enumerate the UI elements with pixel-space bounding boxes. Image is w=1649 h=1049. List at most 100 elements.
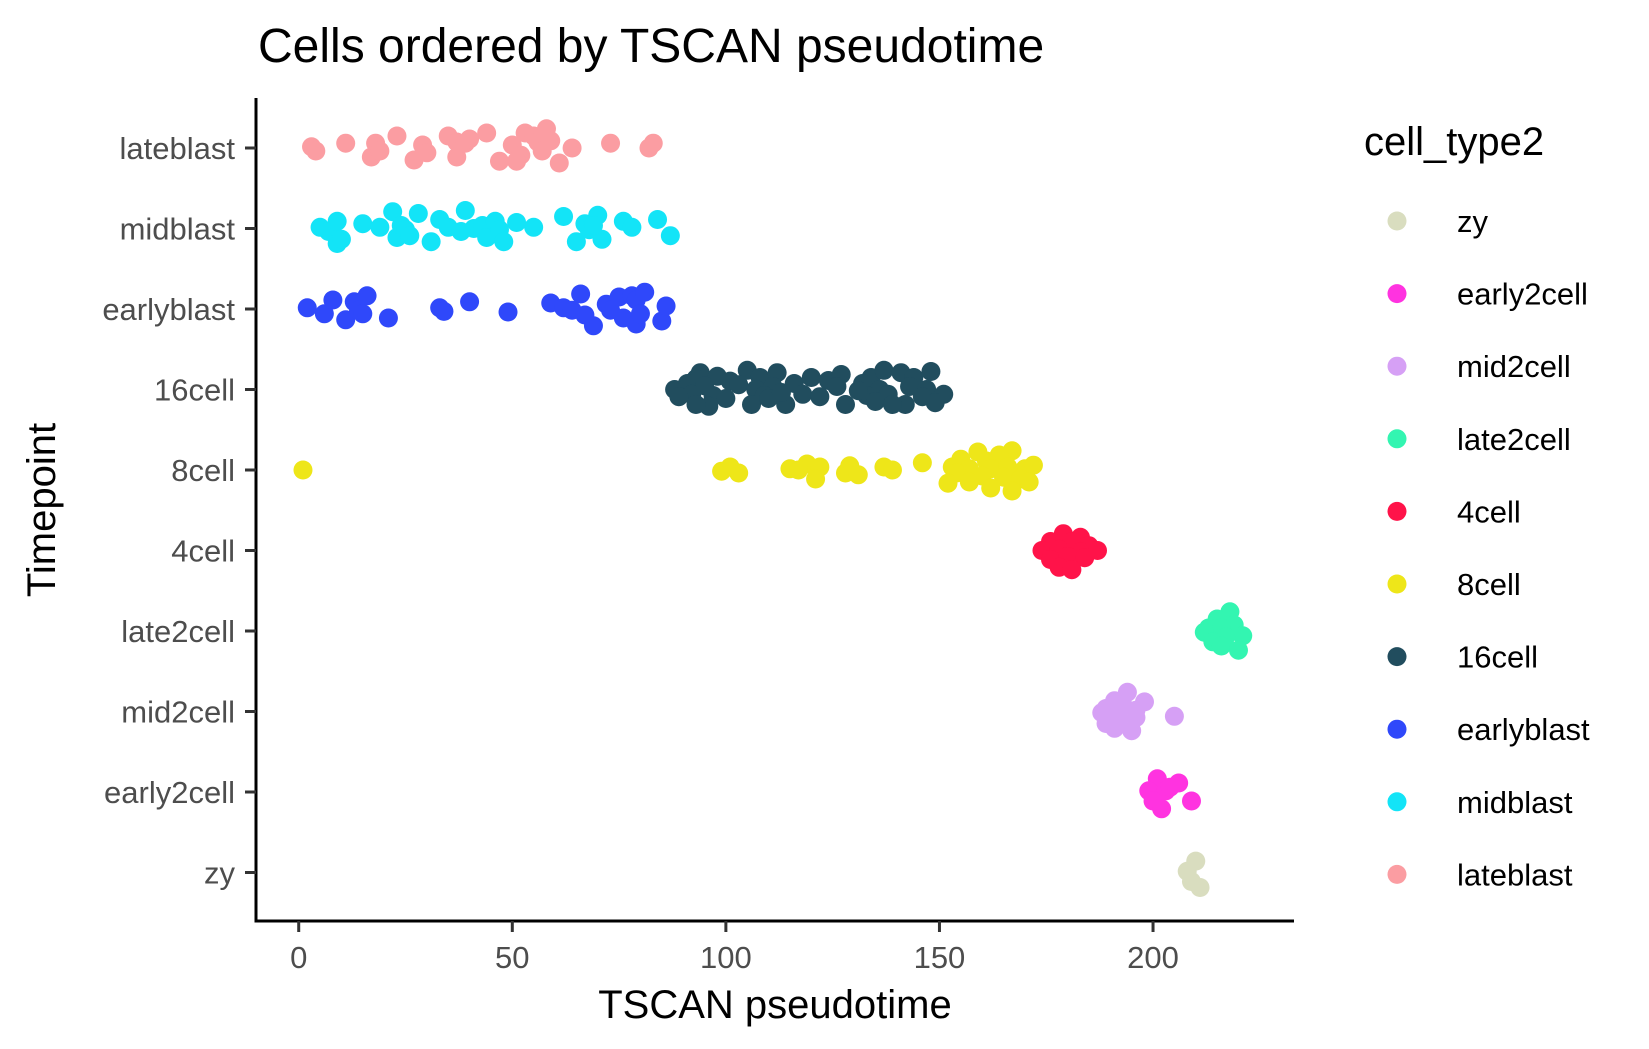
point-late2cell <box>1228 640 1248 660</box>
point-8cell <box>959 472 979 492</box>
legend-key-zy <box>1387 211 1407 231</box>
point-16cell <box>716 389 736 408</box>
point-midblast <box>648 210 668 229</box>
point-lateblast <box>507 151 527 171</box>
point-8cell <box>1023 455 1043 475</box>
point-lateblast <box>460 129 480 149</box>
point-lateblast <box>417 143 437 163</box>
legend-label-late2cell: late2cell <box>1457 422 1571 457</box>
point-lateblast <box>477 123 497 143</box>
point-mid2cell <box>1105 718 1125 738</box>
point-early2cell <box>1181 791 1201 811</box>
point-earlyblast <box>353 304 373 324</box>
point-earlyblast <box>635 282 655 302</box>
x-tick-label: 150 <box>914 940 966 975</box>
point-16cell <box>900 377 920 396</box>
point-16cell <box>771 383 791 402</box>
point-earlyblast <box>434 301 454 321</box>
point-lateblast <box>562 138 582 158</box>
y-tick-label: 16cell <box>154 373 235 408</box>
point-16cell <box>793 384 813 404</box>
legend-label-8cell: 8cell <box>1457 567 1521 602</box>
point-midblast <box>327 211 347 231</box>
legend-label-early2cell: early2cell <box>1457 277 1588 312</box>
legend-label-16cell: 16cell <box>1457 640 1538 675</box>
legend-title: cell_type2 <box>1364 120 1544 164</box>
point-earlyblast <box>630 304 650 324</box>
legend-label-lateblast: lateblast <box>1457 857 1573 892</box>
point-8cell <box>1002 481 1022 501</box>
point-earlyblast <box>656 296 676 316</box>
point-mid2cell <box>1122 721 1142 741</box>
y-tick-label: mid2cell <box>121 695 235 730</box>
point-16cell <box>882 395 902 414</box>
point-4cell <box>1075 548 1095 568</box>
point-midblast <box>455 201 475 220</box>
legend-key-late2cell <box>1387 429 1407 449</box>
legend-key-8cell <box>1387 574 1407 594</box>
point-16cell <box>827 377 847 396</box>
legend-key-earlyblast <box>1387 719 1407 739</box>
point-midblast <box>524 217 544 237</box>
legend-label-4cell: 4cell <box>1457 494 1521 529</box>
y-tick-label: zy <box>204 856 236 891</box>
point-early2cell <box>1160 777 1180 797</box>
y-tick-label: earlyblast <box>102 292 235 327</box>
x-axis-ticks: 0 50 100 150 200 <box>290 921 1179 975</box>
point-16cell <box>801 368 821 387</box>
point-midblast <box>408 204 428 223</box>
point-lateblast <box>601 133 621 153</box>
x-axis-title: TSCAN pseudotime <box>598 983 951 1027</box>
point-16cell <box>742 395 762 414</box>
point-earlyblast <box>378 308 398 328</box>
point-8cell <box>1019 472 1039 492</box>
point-earlyblast <box>323 290 343 310</box>
point-8cell <box>882 460 902 480</box>
y-tick-label: lateblast <box>120 131 236 166</box>
point-8cell <box>293 460 313 480</box>
legend-key-midblast <box>1387 792 1407 812</box>
point-earlyblast <box>297 298 317 318</box>
point-16cell <box>865 392 885 411</box>
point-midblast <box>592 229 612 249</box>
point-zy <box>1190 878 1210 897</box>
point-lateblast <box>549 153 569 173</box>
point-late2cell <box>1233 626 1253 646</box>
x-tick-label: 50 <box>495 940 529 975</box>
legend-key-lateblast <box>1387 864 1407 884</box>
x-tick-label: 200 <box>1127 940 1179 975</box>
point-8cell <box>788 460 808 480</box>
point-16cell <box>874 360 894 380</box>
point-midblast <box>494 232 514 252</box>
point-earlyblast <box>357 286 377 306</box>
y-tick-label: midblast <box>120 212 236 247</box>
point-lateblast <box>643 133 663 153</box>
point-8cell <box>848 465 868 485</box>
point-8cell <box>806 469 826 489</box>
point-16cell <box>925 393 945 413</box>
legend-key-early2cell <box>1387 284 1407 304</box>
point-mid2cell <box>1164 706 1184 726</box>
legend: cell_type2 zy early2cell mid2cell late2cell… <box>1364 120 1590 892</box>
y-tick-label: early2cell <box>104 775 235 810</box>
point-lateblast <box>370 141 390 161</box>
point-8cell <box>729 463 749 483</box>
point-8cell <box>938 473 958 493</box>
x-tick-label: 100 <box>700 940 752 975</box>
data-points <box>293 119 1253 897</box>
point-early2cell <box>1152 799 1172 819</box>
point-16cell <box>810 387 830 407</box>
point-midblast <box>554 207 574 226</box>
point-16cell <box>686 395 706 414</box>
point-lateblast <box>447 147 467 167</box>
point-midblast <box>400 226 420 246</box>
point-late2cell <box>1211 636 1231 656</box>
point-earlyblast <box>575 305 595 325</box>
y-tick-label: 4cell <box>171 534 235 569</box>
point-midblast <box>383 202 403 222</box>
point-midblast <box>583 216 603 235</box>
legend-label-zy: zy <box>1457 204 1489 239</box>
legend-key-4cell <box>1387 501 1407 521</box>
point-16cell <box>848 381 868 401</box>
